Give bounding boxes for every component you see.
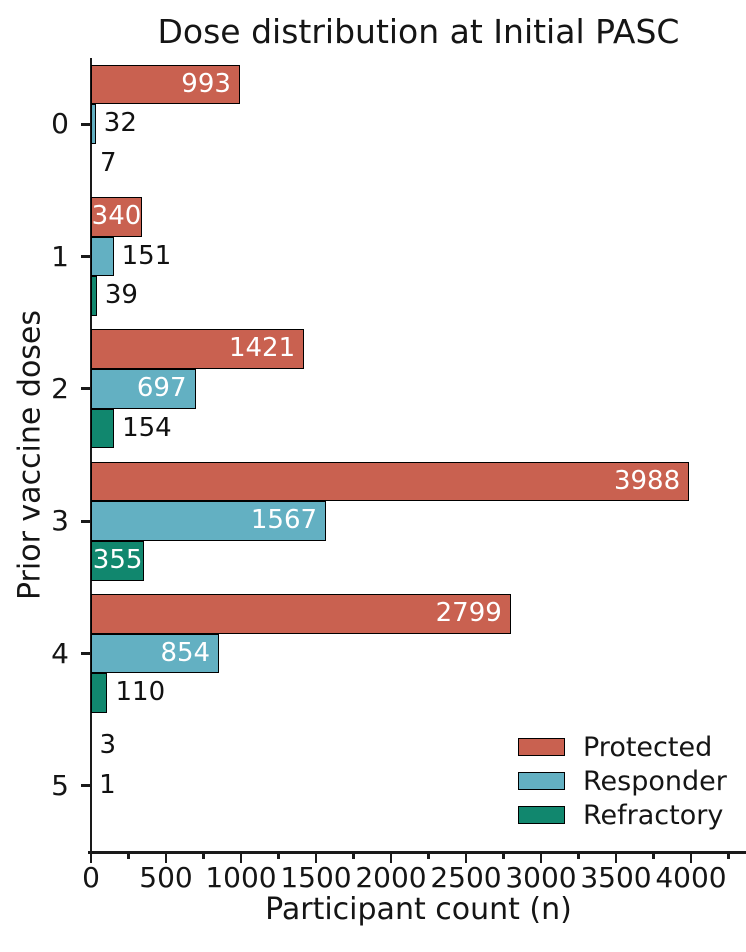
bar-value-label: 993 — [181, 68, 231, 99]
bar-responder-dose1 — [91, 236, 114, 277]
y-tick — [80, 784, 91, 788]
legend-label-responder: Responder — [583, 766, 727, 797]
bar-refractory-dose1 — [91, 276, 97, 317]
x-tick-label: 3000 — [505, 861, 577, 894]
bar-value-label: 32 — [103, 108, 137, 139]
y-axis-label: Prior vaccine doses — [12, 309, 48, 601]
x-axis-spine — [88, 850, 746, 854]
bar-value-label: 340 — [91, 200, 142, 231]
bar-protected-dose0 — [91, 64, 240, 105]
y-tick-label: 5 — [51, 768, 69, 802]
x-tick — [314, 853, 318, 863]
bar-value-label: 110 — [115, 677, 166, 708]
y-tick-label: 1 — [51, 239, 69, 273]
y-tick — [80, 122, 91, 126]
x-tick — [164, 853, 168, 863]
x-tick-label: 2500 — [430, 861, 502, 894]
y-tick — [80, 652, 91, 655]
bar-value-label: 154 — [122, 412, 172, 443]
bar-refractory-dose3 — [91, 541, 145, 581]
legend-swatch-refractory — [518, 806, 565, 824]
bar-value-label: 2799 — [435, 597, 502, 628]
bar-protected-dose4 — [91, 593, 511, 634]
bar-refractory-dose2 — [91, 408, 115, 449]
x-tick-label: 1000 — [205, 861, 277, 894]
x-minor-tick — [352, 853, 355, 859]
x-minor-tick — [202, 853, 205, 859]
bar-value-label: 1 — [99, 769, 116, 800]
x-tick — [614, 853, 618, 863]
y-tick-label: 3 — [51, 504, 69, 538]
x-tick — [539, 853, 543, 863]
x-minor-tick — [502, 853, 505, 859]
x-tick-label: 2000 — [355, 861, 427, 894]
y-axis-spine — [89, 58, 93, 853]
x-minor-tick — [277, 853, 280, 859]
x-tick-label: 4000 — [655, 861, 727, 894]
x-tick — [464, 853, 468, 863]
bar-responder-dose4 — [91, 633, 220, 674]
bar-value-label: 1421 — [228, 333, 296, 364]
bar-responder-dose2 — [91, 368, 196, 409]
bar-value-label: 1567 — [250, 505, 318, 536]
x-tick — [89, 853, 93, 863]
bar-protected-dose1 — [91, 196, 142, 237]
y-tick — [80, 519, 91, 523]
bar-value-label: 39 — [104, 280, 138, 311]
x-tick — [689, 853, 693, 863]
y-tick-label: 0 — [51, 107, 69, 141]
bar-value-label: 854 — [160, 637, 211, 668]
bar-value-label: 3988 — [613, 465, 681, 496]
legend-swatch-protected — [518, 738, 565, 756]
chart-title: Dose distribution at Initial PASC — [157, 12, 680, 51]
x-minor-tick — [127, 853, 130, 859]
legend-swatch-responder — [518, 772, 565, 790]
x-tick-label: 500 — [139, 861, 193, 894]
x-minor-tick — [652, 853, 655, 859]
bar-responder-dose0 — [91, 104, 96, 144]
bar-responder-dose3 — [91, 501, 327, 541]
x-tick — [239, 853, 243, 863]
legend-label-protected: Protected — [583, 732, 713, 763]
y-tick — [80, 255, 91, 258]
plot-area: Participant count (n) 993 32 7 0 340 151 39 1 14… — [51, 58, 746, 927]
bar-value-label: 355 — [92, 545, 143, 576]
legend-label-refractory: Refractory — [583, 800, 724, 831]
x-minor-tick — [427, 853, 430, 859]
bar-protected-dose3 — [91, 461, 690, 502]
bar-refractory-dose4 — [91, 673, 108, 714]
bar-value-label: 3 — [99, 730, 116, 761]
x-tick-label: 1500 — [280, 861, 352, 894]
x-tick-label: 0 — [82, 861, 100, 894]
x-minor-tick — [577, 853, 580, 859]
x-axis-label: Participant count (n) — [265, 892, 572, 927]
bar-value-label: 697 — [136, 372, 187, 403]
y-tick-label: 2 — [51, 371, 69, 405]
bar-protected-dose2 — [91, 329, 305, 369]
x-tick — [389, 853, 393, 863]
y-tick-label: 4 — [51, 636, 69, 670]
y-tick — [80, 387, 91, 391]
x-tick-label: 3500 — [580, 861, 652, 894]
x-minor-tick — [727, 853, 730, 859]
bar-value-label: 7 — [100, 148, 117, 179]
bar-value-label: 151 — [121, 240, 172, 271]
